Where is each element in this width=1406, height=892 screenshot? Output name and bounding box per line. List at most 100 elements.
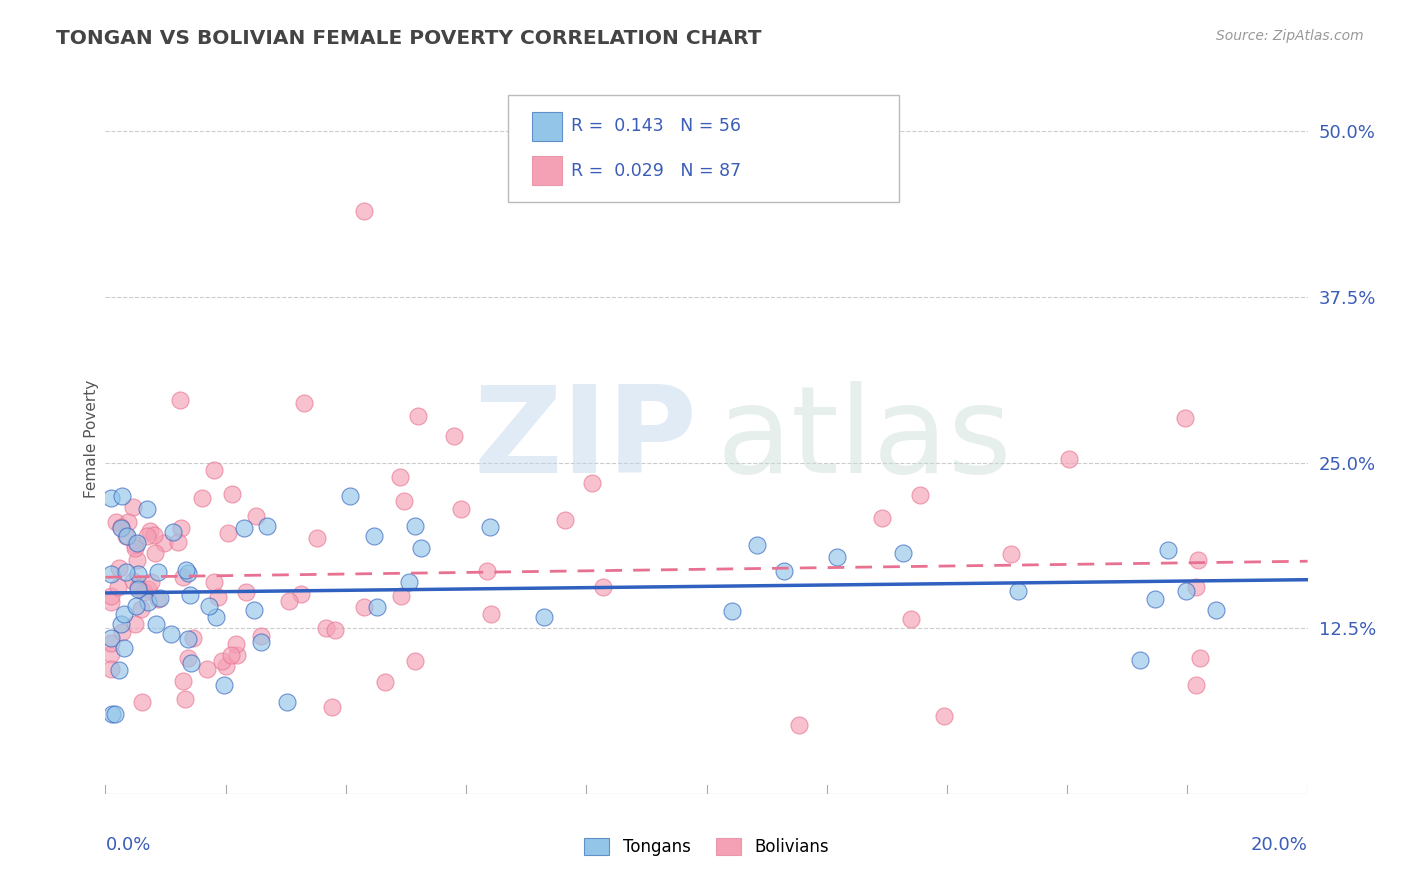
Point (100, 590, 122, 604)
Point (479, 520, 502, 534)
Point (100, 662, 122, 676)
Point (1156, 543, 1178, 558)
Point (110, 617, 132, 632)
Point (1185, 580, 1208, 594)
Point (339, 489, 361, 503)
Point (477, 564, 499, 578)
Point (167, 535, 190, 549)
Point (249, 635, 271, 649)
Point (1143, 591, 1166, 606)
Point (100, 636, 122, 650)
Point (205, 609, 228, 624)
Point (139, 575, 162, 590)
Point (159, 627, 181, 641)
Bar (533, 156, 562, 186)
Point (149, 591, 172, 606)
Point (398, 574, 420, 589)
Point (910, 488, 932, 502)
Point (202, 463, 225, 477)
Point (100, 631, 122, 645)
Point (290, 587, 312, 601)
Point (135, 502, 157, 516)
Point (1205, 602, 1227, 616)
Point (198, 599, 221, 614)
Point (891, 546, 914, 560)
Point (191, 491, 214, 505)
Point (212, 678, 235, 692)
Point (900, 612, 922, 626)
Point (533, 610, 555, 624)
Text: TONGAN VS BOLIVIAN FEMALE POVERTY CORRELATION CHART: TONGAN VS BOLIVIAN FEMALE POVERTY CORREL… (56, 29, 762, 47)
Point (173, 691, 195, 706)
Point (592, 580, 614, 594)
Point (181, 631, 204, 645)
Point (177, 566, 200, 580)
Point (134, 585, 156, 599)
Text: 0.0%: 0.0% (105, 837, 150, 855)
Point (104, 516, 127, 530)
Point (107, 580, 129, 594)
Point (146, 565, 169, 579)
Point (111, 490, 134, 504)
Point (1185, 678, 1208, 692)
Point (215, 659, 238, 673)
Point (404, 519, 426, 533)
Point (211, 654, 233, 668)
Point (127, 580, 149, 594)
Point (136, 528, 159, 542)
Point (108, 561, 131, 575)
Point (389, 590, 412, 604)
Point (292, 396, 315, 410)
Point (148, 591, 170, 606)
Point (406, 409, 429, 423)
Y-axis label: Female Poverty: Female Poverty (83, 380, 98, 499)
Point (1174, 411, 1197, 425)
Point (170, 521, 193, 535)
Point (177, 651, 200, 665)
Point (195, 662, 218, 676)
Point (110, 520, 132, 534)
Point (177, 632, 200, 646)
Point (172, 674, 194, 689)
Point (392, 493, 415, 508)
Point (249, 629, 271, 643)
Point (153, 536, 176, 550)
Point (450, 502, 472, 516)
Point (129, 602, 152, 616)
Point (256, 519, 278, 533)
Point (121, 500, 143, 514)
Point (110, 521, 132, 535)
Point (353, 203, 375, 218)
Point (388, 469, 411, 483)
Point (581, 475, 603, 490)
Point (176, 564, 198, 578)
Point (100, 707, 122, 722)
Point (217, 525, 239, 540)
Point (104, 707, 127, 722)
Point (207, 590, 229, 604)
Point (127, 566, 149, 581)
Point (225, 637, 247, 651)
Point (100, 595, 122, 609)
Point (111, 625, 134, 640)
Point (932, 708, 955, 723)
Point (481, 607, 503, 622)
Point (124, 617, 146, 632)
Text: atlas: atlas (716, 381, 1012, 498)
Point (180, 656, 202, 670)
Point (125, 536, 148, 550)
Point (172, 570, 194, 584)
Point (117, 515, 139, 529)
Point (245, 508, 267, 523)
Point (404, 654, 426, 668)
Point (127, 582, 149, 596)
Point (325, 624, 347, 638)
Text: ZIP: ZIP (474, 381, 697, 498)
Point (1000, 547, 1022, 561)
Point (112, 607, 135, 622)
Point (162, 525, 184, 540)
Point (100, 647, 122, 661)
Point (363, 529, 385, 543)
Point (1007, 584, 1029, 599)
Point (243, 603, 266, 617)
